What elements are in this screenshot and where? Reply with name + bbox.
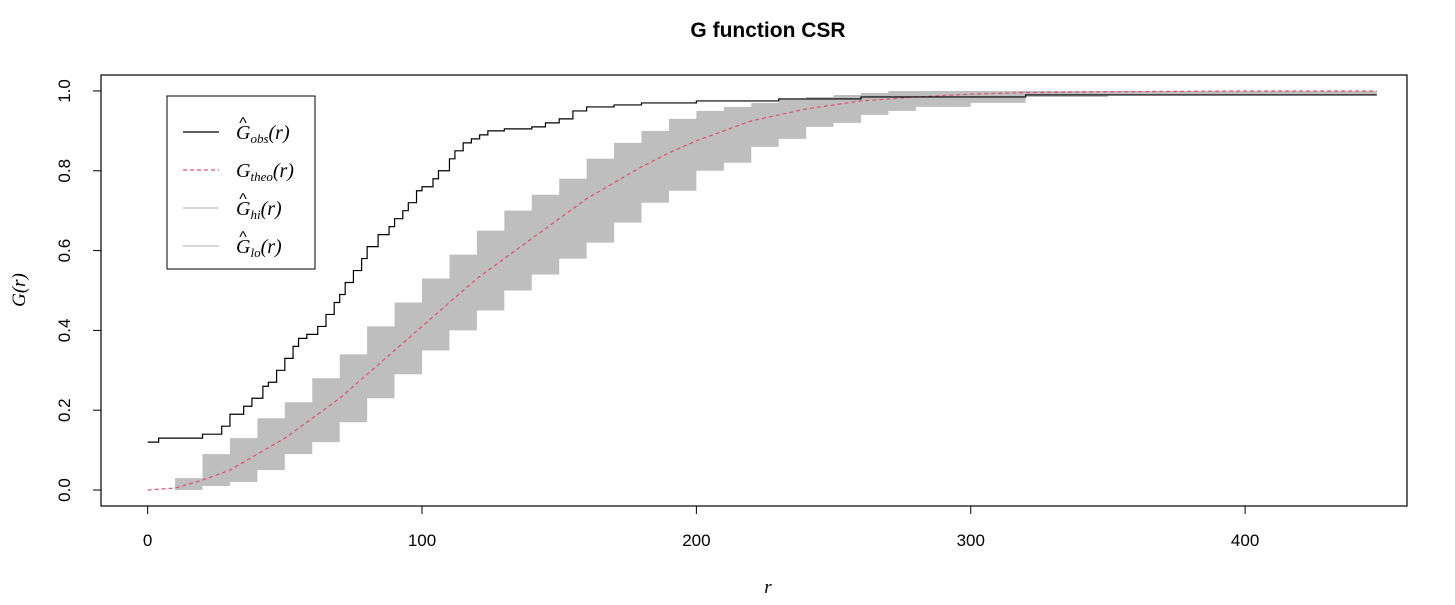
legend-hat-obs: ^: [239, 115, 247, 132]
y-axis-label: G(r): [9, 273, 30, 307]
legend-label-obs: Gobs(r): [236, 122, 290, 146]
y-tick-label: 0.8: [55, 159, 74, 183]
x-tick-label: 100: [408, 531, 436, 550]
legend-hat-lo: ^: [239, 229, 247, 246]
y-tick-label: 0.2: [55, 398, 74, 422]
y-axis: 0.0 0.2 0.4 0.6 0.8 1.0: [55, 79, 102, 502]
x-tick-label: 400: [1231, 531, 1259, 550]
y-tick-label: 0.4: [55, 319, 74, 343]
legend-label-theo: Gtheo(r): [236, 160, 294, 184]
y-tick-label: 1.0: [55, 79, 74, 103]
plot-area: [147, 90, 1377, 491]
series-obs-line: [147, 94, 1377, 443]
legend-label-hi: Ghi(r): [236, 198, 282, 222]
x-tick-label: 200: [682, 531, 710, 550]
legend: Gobs(r)^Gtheo(r)Ghi(r)^Glo(r)^: [166, 95, 316, 270]
series-theo-line: [147, 90, 1377, 491]
x-tick-label: 0: [143, 531, 152, 550]
envelope-band: [147, 90, 1377, 491]
legend-label-lo: Glo(r): [236, 236, 282, 260]
y-tick-label: 0.6: [55, 239, 74, 263]
x-axis: 0 100 200 300 400: [143, 505, 1259, 550]
y-tick-label: 0.0: [55, 478, 74, 502]
x-tick-label: 300: [957, 531, 985, 550]
chart-title: G function CSR: [690, 19, 845, 42]
legend-box: [166, 95, 316, 270]
legend-hat-hi: ^: [239, 191, 247, 208]
x-axis-label: r: [764, 577, 772, 598]
